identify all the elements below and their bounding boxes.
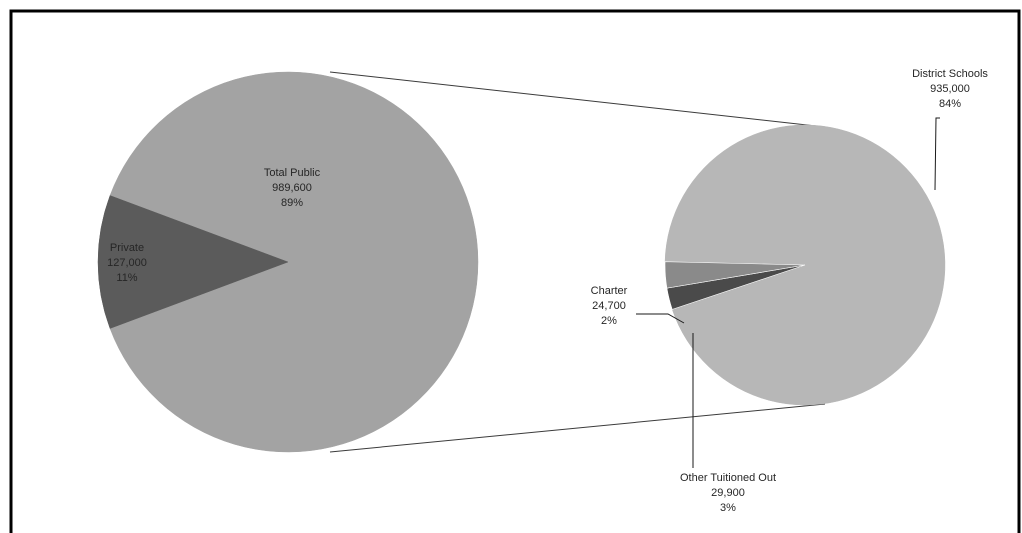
data-label-total-public-line-1: Total Public (264, 167, 321, 179)
data-label-total-public: Total Public 989,600 89% (264, 167, 321, 209)
data-label-charter-line-3: 2% (601, 315, 617, 327)
data-label-district-schools-line-3: 84% (939, 98, 961, 110)
data-label-private-line-1: Private (110, 242, 144, 254)
data-label-other-tuitioned-out: Other Tuitioned Out 29,900 3% (680, 472, 776, 514)
data-label-other-tuitioned-out-line-1: Other Tuitioned Out (680, 472, 776, 484)
secondary-pie (664, 124, 946, 406)
connector-line-bottom (329, 403, 826, 453)
data-label-private-line-3: 11% (116, 272, 137, 284)
data-label-private-line-2: 127,000 (107, 257, 147, 269)
connector-lines (329, 71, 826, 453)
pie-slice-other-tuitioned-out (664, 261, 806, 289)
connector-line-top (329, 71, 826, 128)
data-label-other-tuitioned-out-line-2: 29,900 (711, 487, 745, 499)
data-label-private: Private 127,000 11% (107, 242, 147, 284)
leader-lines (636, 117, 940, 468)
pie-slice-private (97, 195, 289, 329)
data-label-district-schools-line-2: 935,000 (930, 83, 970, 95)
primary-pie (97, 71, 479, 453)
data-label-total-public-line-3: 89% (281, 197, 303, 209)
data-labels: Total Public 989,600 89% Private 127,000 11% D… (107, 68, 988, 514)
data-label-charter-line-2: 24,700 (592, 300, 626, 312)
leader-line-district-schools (934, 117, 940, 191)
data-label-district-schools: District Schools 935,000 84% (912, 68, 988, 110)
data-label-district-schools-line-1: District Schools (912, 68, 988, 80)
data-label-charter-line-1: Charter (591, 285, 628, 297)
pie-slice-total-public (109, 71, 479, 453)
leader-line-charter (636, 313, 685, 324)
data-label-other-tuitioned-out-line-3: 3% (720, 502, 736, 514)
data-label-total-public-line-2: 989,600 (272, 182, 312, 194)
data-label-charter: Charter 24,700 2% (591, 285, 628, 327)
